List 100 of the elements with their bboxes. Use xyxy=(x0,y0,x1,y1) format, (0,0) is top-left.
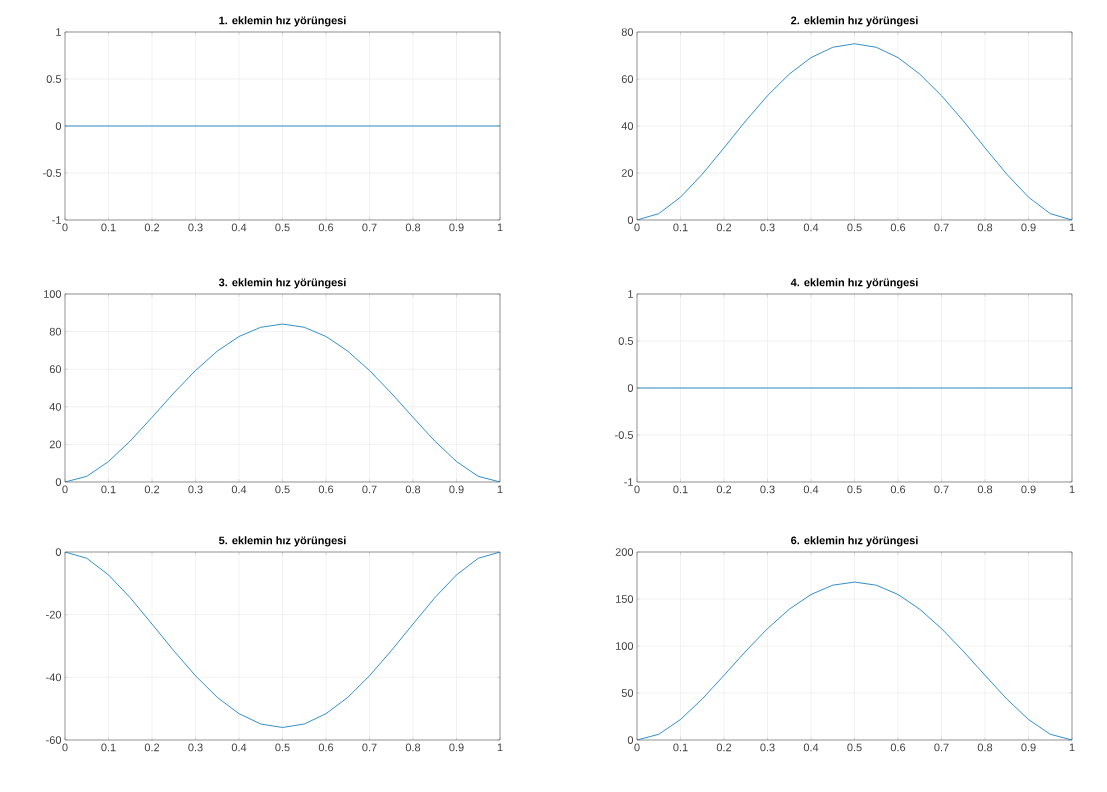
chart-title: 1. eklemin hız yörüngesi xyxy=(219,16,346,27)
x-tick-label: 1 xyxy=(497,223,503,232)
x-tick-label: 0.2 xyxy=(144,223,160,232)
x-tick-label: 0.3 xyxy=(188,485,203,494)
x-tick-label: 0.8 xyxy=(405,223,421,232)
y-tick-label: 0 xyxy=(55,122,62,130)
x-tick-label: 0.8 xyxy=(405,743,421,752)
x-tick-label: 0.9 xyxy=(1021,223,1036,232)
x-tick-label: 0.3 xyxy=(760,485,775,494)
y-tick-label: -0.5 xyxy=(43,169,62,177)
x-tick-label: 0.3 xyxy=(188,223,203,232)
x-tick-label: 0.2 xyxy=(716,743,732,752)
x-tick-label: 0.8 xyxy=(977,743,993,752)
x-tick-label: 0.8 xyxy=(405,485,421,494)
x-tick-label: 0.4 xyxy=(231,485,247,494)
y-tick-label: 100 xyxy=(616,642,634,650)
y-tick-label: 1 xyxy=(628,290,633,298)
x-tick-label: 0.4 xyxy=(803,485,819,494)
x-tick-label: 0.5 xyxy=(275,485,290,494)
x-tick-label: 0.4 xyxy=(803,743,819,752)
y-tick-label: -60 xyxy=(46,736,62,744)
y-tick-label: 20 xyxy=(49,440,62,449)
y-tick-label: 60 xyxy=(621,75,634,83)
y-tick-label: -40 xyxy=(46,673,62,682)
x-tick-label: 0.5 xyxy=(847,485,862,494)
x-tick-label: 1 xyxy=(497,485,503,494)
x-tick-label: 0.9 xyxy=(449,743,464,752)
x-tick-label: 0.2 xyxy=(144,485,160,494)
chart-title: 2. eklemin hız yörüngesi xyxy=(791,16,918,27)
line-series xyxy=(637,581,1073,740)
x-tick-label: 0.1 xyxy=(101,485,116,494)
x-tick-label: 0.1 xyxy=(673,223,688,232)
line-series xyxy=(637,43,1073,220)
x-tick-label: 1 xyxy=(497,743,503,752)
x-tick-label: 0.7 xyxy=(362,485,377,494)
y-tick-label: 0 xyxy=(55,478,62,486)
x-tick-label: 0.9 xyxy=(449,485,464,494)
x-tick-label: 0.2 xyxy=(144,743,160,752)
x-tick-label: 0 xyxy=(62,223,68,232)
x-tick-label: 0.7 xyxy=(362,223,377,232)
x-tick-label: 0.7 xyxy=(934,485,949,494)
chart-title: 6. eklemin hız yörüngesi xyxy=(791,536,918,547)
x-tick-label: 0 xyxy=(62,485,68,494)
y-tick-label: 0 xyxy=(627,384,634,392)
y-tick-label: 40 xyxy=(621,122,634,130)
x-tick-label: 1 xyxy=(1069,485,1075,494)
x-tick-label: 0.4 xyxy=(803,223,819,232)
y-tick-label: -20 xyxy=(46,610,62,619)
y-tick-label: 0.5 xyxy=(46,75,62,83)
y-tick-label: 40 xyxy=(49,402,62,411)
y-tick-label: 0 xyxy=(55,548,62,556)
y-tick-label: 0 xyxy=(627,216,634,224)
x-tick-label: 0.2 xyxy=(716,485,732,494)
line-series xyxy=(65,552,500,728)
x-tick-label: 0.8 xyxy=(977,485,993,494)
x-tick-label: 0.5 xyxy=(275,223,290,232)
x-tick-label: 0.1 xyxy=(673,743,688,752)
y-tick-label: 60 xyxy=(49,365,62,374)
x-tick-label: 0.6 xyxy=(318,743,334,752)
y-tick-label: 0 xyxy=(627,736,634,744)
x-tick-label: 0.6 xyxy=(318,223,334,232)
x-tick-label: 0.9 xyxy=(1021,743,1036,752)
x-tick-label: 0 xyxy=(634,743,640,752)
y-tick-label: 100 xyxy=(44,290,62,298)
x-tick-label: 0.6 xyxy=(318,485,334,494)
x-tick-label: 0 xyxy=(634,223,640,232)
x-tick-label: 0.2 xyxy=(716,223,732,232)
x-tick-label: 0.3 xyxy=(760,223,775,232)
x-tick-label: 1 xyxy=(1069,743,1075,752)
y-tick-label: 80 xyxy=(49,327,62,336)
x-tick-label: 0 xyxy=(62,743,68,752)
chart-title: 4. eklemin hız yörüngesi xyxy=(790,278,918,289)
x-tick-label: 0.6 xyxy=(890,485,906,494)
y-tick-label: 50 xyxy=(621,689,634,697)
chart-title: 5. eklemin hız yörüngesi xyxy=(219,536,346,547)
y-tick-label: 0.5 xyxy=(618,337,634,345)
y-tick-label: -1 xyxy=(624,478,633,486)
x-tick-label: 0.8 xyxy=(977,223,993,232)
x-tick-label: 0.1 xyxy=(101,223,116,232)
x-tick-label: 0.9 xyxy=(1021,485,1036,494)
x-tick-label: 0.5 xyxy=(275,743,290,752)
y-tick-label: 20 xyxy=(621,169,634,177)
x-tick-label: 0.4 xyxy=(231,223,247,232)
x-tick-label: 0.1 xyxy=(673,485,688,494)
x-tick-label: 0.5 xyxy=(847,223,862,232)
x-tick-label: 0.1 xyxy=(101,743,116,752)
x-tick-label: 0.7 xyxy=(362,743,377,752)
x-tick-label: 0 xyxy=(634,485,640,494)
x-tick-label: 0.7 xyxy=(934,743,949,752)
x-tick-label: 0.6 xyxy=(890,223,906,232)
chart-title: 3. eklemin hız yörüngesi xyxy=(218,278,346,289)
y-tick-label: 1 xyxy=(56,28,61,36)
y-tick-label: 200 xyxy=(615,548,634,556)
x-tick-label: 0.3 xyxy=(188,743,203,752)
y-tick-label: 150 xyxy=(616,595,634,603)
line-series xyxy=(65,323,500,482)
y-tick-label: -0.5 xyxy=(615,431,634,439)
x-tick-label: 1 xyxy=(1069,223,1075,232)
x-tick-label: 0.9 xyxy=(449,223,464,232)
y-tick-label: 80 xyxy=(621,28,634,36)
